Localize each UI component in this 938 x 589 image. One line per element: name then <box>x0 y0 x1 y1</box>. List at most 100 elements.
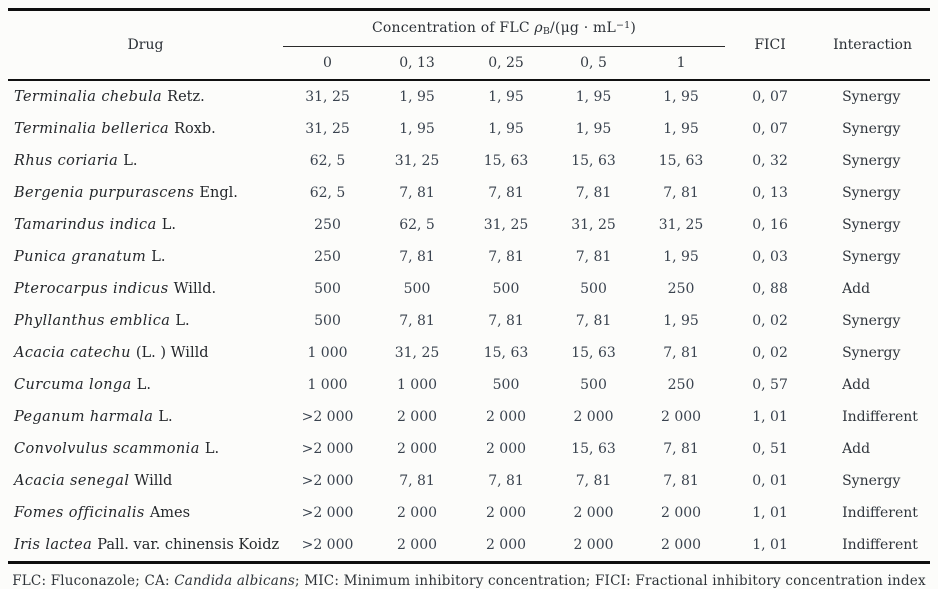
mic-value-cell: 1, 95 <box>399 89 435 105</box>
drug-latin-name: Fomes officinalis <box>14 505 145 521</box>
fici-value-cell: 1, 01 <box>752 537 788 553</box>
drug-name-cell: Fomes officinalis Ames <box>8 497 283 529</box>
drug-author-abbrev: L. <box>161 217 176 233</box>
mic-value-cell: 31, 25 <box>394 153 440 169</box>
mic-value-cell: 7, 81 <box>575 185 612 201</box>
interaction-value-cell: Indifferent <box>842 537 918 553</box>
drug-name-cell: Acacia senegal Willd <box>8 465 283 497</box>
drug-name-cell: Punica granatum L. <box>8 241 283 273</box>
mic-value-cell: 31, 25 <box>483 217 529 233</box>
subcolumn-1: 1 <box>676 55 686 71</box>
mic-value-cell: 1, 95 <box>488 89 524 105</box>
drug-latin-name: Bergenia purpurascens <box>14 185 195 201</box>
fici-value-cell: 0, 07 <box>752 89 788 105</box>
mic-value-cell: 500 <box>314 313 341 329</box>
table-row: Acacia catechu (L. ) Willd 1 000 31, 25 15, … <box>8 337 930 369</box>
interaction-value-cell: Add <box>842 281 871 297</box>
drug-author-abbrev: Ames <box>149 505 191 521</box>
table-row: Bergenia purpurascens Engl. 62, 5 7, 81 7, 8… <box>8 177 930 209</box>
footnote-text-start: FLC: Fluconazole; CA: <box>12 573 175 589</box>
mic-value-cell: 500 <box>580 281 607 297</box>
subcolumn-0-5: 0, 5 <box>580 55 607 71</box>
fici-value-cell: 0, 07 <box>752 121 788 137</box>
drug-author-abbrev: Retz. <box>167 89 205 105</box>
drug-latin-name: Punica granatum <box>14 249 147 265</box>
mic-value-cell: 15, 63 <box>571 345 616 361</box>
mic-value-cell: 2 000 <box>396 537 438 553</box>
fici-value-cell: 0, 16 <box>752 217 788 233</box>
mic-value-cell: 2 000 <box>396 409 438 425</box>
column-header-interaction: Interaction <box>833 37 912 53</box>
fici-value-cell: 0, 57 <box>752 377 788 393</box>
table-row: Convolvulus scammonia L. >2 000 2 000 2 000 1… <box>8 433 930 465</box>
fici-value-cell: 0, 02 <box>752 345 788 361</box>
fici-value-cell: 0, 01 <box>752 473 788 489</box>
drug-latin-name: Curcuma longa <box>14 377 132 393</box>
table-row: Tamarindus indica L. 250 62, 5 31, 25 31, 25 3… <box>8 209 930 241</box>
interaction-value-cell: Synergy <box>842 345 901 361</box>
mic-value-cell: 2 000 <box>660 505 702 521</box>
drug-author-abbrev: Engl. <box>199 185 238 201</box>
drug-name-cell: Rhus coriaria L. <box>8 145 283 177</box>
subcolumn-0-13: 0, 13 <box>399 55 435 71</box>
mic-value-cell: 15, 63 <box>571 441 616 457</box>
drug-latin-name: Pterocarpus indicus <box>14 281 169 297</box>
unit-exponent: −1 <box>615 20 631 31</box>
mic-value-cell: 2 000 <box>485 409 527 425</box>
fici-value-cell: 1, 01 <box>752 409 788 425</box>
mic-value-cell: 31, 25 <box>305 89 350 105</box>
concentration-label: Concentration of FLC <box>371 20 535 36</box>
fici-value-cell: 0, 13 <box>752 185 788 201</box>
mic-value-cell: 2 000 <box>573 505 614 521</box>
mic-value-cell: 1 000 <box>396 377 438 393</box>
drug-name-cell: Tamarindus indica L. <box>8 209 283 241</box>
mic-value-cell: 7, 81 <box>488 185 524 201</box>
table-row: Terminalia chebula Retz. 31, 25 1, 95 1, 95 1… <box>8 80 930 113</box>
mic-value-cell: >2 000 <box>301 409 354 425</box>
mic-value-cell: 2 000 <box>660 409 702 425</box>
table-row: Phyllanthus emblica L. 500 7, 81 7, 81 7, 81 1… <box>8 305 930 337</box>
subcolumn-0-25: 0, 25 <box>488 55 524 71</box>
table-row: Pterocarpus indicus Willd. 500 500 500 500 250… <box>8 273 930 305</box>
mic-value-cell: 7, 81 <box>399 185 435 201</box>
mic-value-cell: 1, 95 <box>663 121 699 137</box>
drug-author-abbrev: L. <box>136 377 151 393</box>
mic-value-cell: 250 <box>314 249 341 265</box>
drug-latin-name: Iris lactea <box>14 537 93 553</box>
drug-name-cell: Convolvulus scammonia L. <box>8 433 283 465</box>
drug-latin-name: Acacia catechu <box>14 345 131 361</box>
drug-name-cell: Terminalia bellerica Roxb. <box>8 113 283 145</box>
mic-value-cell: 7, 81 <box>488 249 524 265</box>
mic-value-cell: 2 000 <box>396 441 438 457</box>
drug-latin-name: Phyllanthus emblica <box>14 313 171 329</box>
drug-name-cell: Terminalia chebula Retz. <box>8 80 283 113</box>
unit-suffix: ) <box>630 20 637 36</box>
table-row: Curcuma longa L. 1 000 1 000 500 500 250 0, 57 A… <box>8 369 930 401</box>
interaction-value-cell: Synergy <box>842 313 901 329</box>
interaction-value-cell: Indifferent <box>842 505 918 521</box>
mic-value-cell: 500 <box>492 281 520 297</box>
mic-value-cell: 7, 81 <box>663 441 699 457</box>
drug-name-cell: Phyllanthus emblica L. <box>8 305 283 337</box>
mic-value-cell: 7, 81 <box>399 313 435 329</box>
table-row: Peganum harmala L. >2 000 2 000 2 000 2 000 2 … <box>8 401 930 433</box>
fici-value-cell: 0, 88 <box>752 281 788 297</box>
rho-symbol: ρ <box>534 20 543 36</box>
fici-value-cell: 0, 32 <box>752 153 788 169</box>
drug-author-abbrev: Willd <box>134 473 173 489</box>
fici-value-cell: 0, 03 <box>752 249 788 265</box>
mic-value-cell: >2 000 <box>301 473 354 489</box>
drug-latin-name: Tamarindus indica <box>14 217 157 233</box>
interaction-value-cell: Synergy <box>842 249 901 265</box>
table-row: Iris lactea Pall. var. chinensis Koidz >2 … <box>8 529 930 563</box>
table-row: Terminalia bellerica Roxb. 31, 25 1, 95 1, 9… <box>8 113 930 145</box>
mic-value-cell: 62, 5 <box>309 153 346 169</box>
mic-value-cell: 2 000 <box>485 537 527 553</box>
mic-value-cell: 31, 25 <box>658 217 704 233</box>
drug-name-cell: Peganum harmala L. <box>8 401 283 433</box>
drug-author-abbrev: L. <box>123 153 138 169</box>
mic-value-cell: 31, 25 <box>571 217 616 233</box>
mic-value-cell: 1, 95 <box>663 89 699 105</box>
mic-value-cell: 250 <box>314 217 341 233</box>
mic-value-cell: 7, 81 <box>663 185 699 201</box>
